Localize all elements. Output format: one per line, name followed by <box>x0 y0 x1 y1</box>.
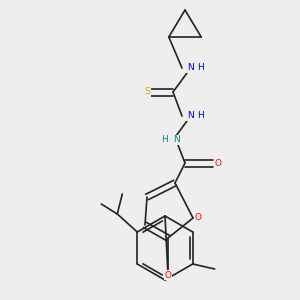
Text: N: N <box>172 136 179 145</box>
Text: O: O <box>214 158 221 167</box>
Text: O: O <box>194 214 202 223</box>
Text: S: S <box>144 88 150 97</box>
Text: H: H <box>196 112 203 121</box>
Text: O: O <box>164 271 172 280</box>
Text: N: N <box>187 112 194 121</box>
Text: H: H <box>196 64 203 73</box>
Text: N: N <box>187 64 194 73</box>
Text: H: H <box>162 136 168 145</box>
